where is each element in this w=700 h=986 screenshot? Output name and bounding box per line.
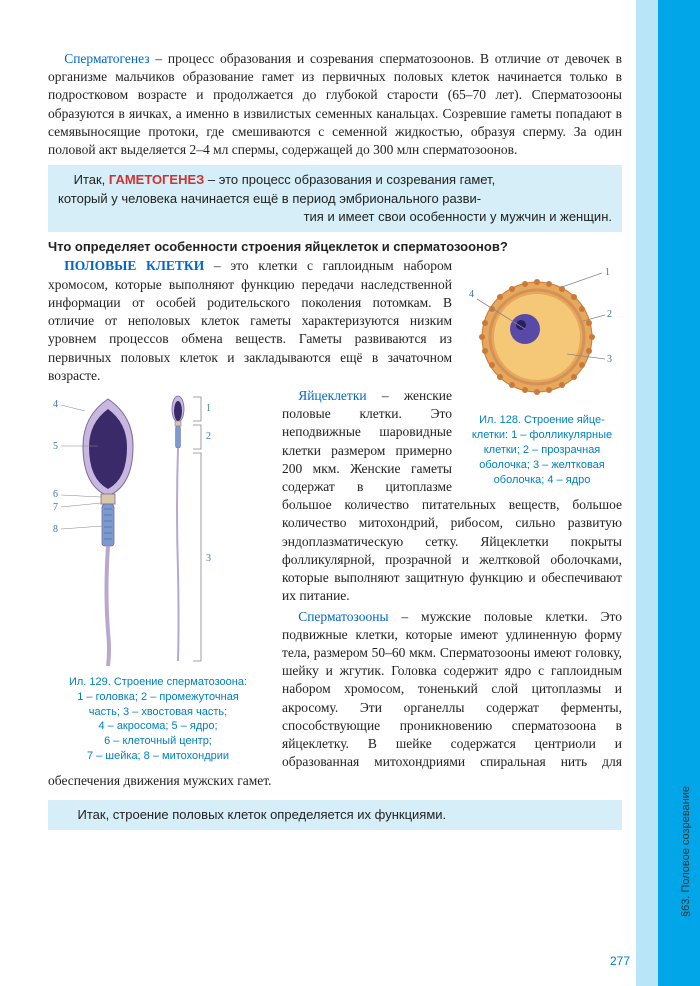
callout2-text: Итак, строение половых клеток определяет…	[78, 807, 447, 822]
page-content: Сперматогенез – процесс образования и со…	[0, 0, 700, 876]
section-label: §63. Половое созревание	[680, 786, 692, 917]
callout-gametogenesis: Итак, ГАМЕТОГЕНЕЗ – это процесс образова…	[48, 165, 622, 232]
svg-text:3: 3	[607, 354, 612, 365]
figure-129: 1 2 3 4 5 6 7 8 Ил. 129. Строение сперма…	[48, 391, 268, 764]
p1-text: – процесс образования и созревания сперм…	[48, 51, 622, 157]
svg-text:4: 4	[53, 399, 58, 410]
egg-cell-diagram: 1 2 3 4	[467, 259, 617, 409]
term-spermatogenesis: Сперматогенез	[64, 51, 149, 66]
callout1-line3: тия и имеет свои особенности у мужчин и …	[58, 208, 612, 226]
svg-text:5: 5	[53, 441, 58, 452]
term-gametogenesis: ГАМЕТОГЕНЕЗ	[109, 172, 204, 187]
heading-question: Что определяет особенности строения яйце…	[48, 238, 622, 256]
page-number: 277	[610, 954, 630, 968]
svg-text:8: 8	[53, 524, 58, 535]
figure-128: 1 2 3 4 Ил. 128. Строение яйце- клетки: …	[462, 259, 622, 487]
side-accent-bar	[658, 0, 700, 986]
svg-text:4: 4	[469, 289, 474, 300]
side-accent-inner	[636, 0, 658, 986]
sperm-cell-diagram: 1 2 3 4 5 6 7 8	[53, 391, 263, 671]
svg-text:7: 7	[53, 502, 58, 513]
fig129-caption: Ил. 129. Строение сперматозоона: 1 – гол…	[48, 675, 268, 764]
svg-text:6: 6	[53, 489, 58, 500]
svg-text:2: 2	[607, 309, 612, 320]
p2-text: – это клетки с гаплоидным набором хромос…	[48, 258, 452, 382]
callout1-line1: Итак, ГАМЕТОГЕНЕЗ – это процесс образова…	[58, 171, 612, 189]
term-egg-cells: Яйцеклетки	[298, 388, 366, 403]
term-sex-cells: ПОЛОВЫЕ КЛЕТКИ	[64, 258, 204, 273]
callout1-line2: который у человека начинается ещё в пери…	[58, 190, 612, 208]
svg-text:2: 2	[206, 431, 211, 442]
callout-conclusion: Итак, строение половых клеток определяет…	[48, 800, 622, 830]
paragraph-spermatogenesis: Сперматогенез – процесс образования и со…	[48, 50, 622, 159]
term-sperm-cells: Сперматозооны	[298, 609, 388, 624]
fig128-caption: Ил. 128. Строение яйце- клетки: 1 – фолл…	[462, 413, 622, 487]
svg-text:1: 1	[605, 267, 610, 278]
svg-text:1: 1	[206, 403, 211, 414]
svg-text:3: 3	[206, 553, 211, 564]
